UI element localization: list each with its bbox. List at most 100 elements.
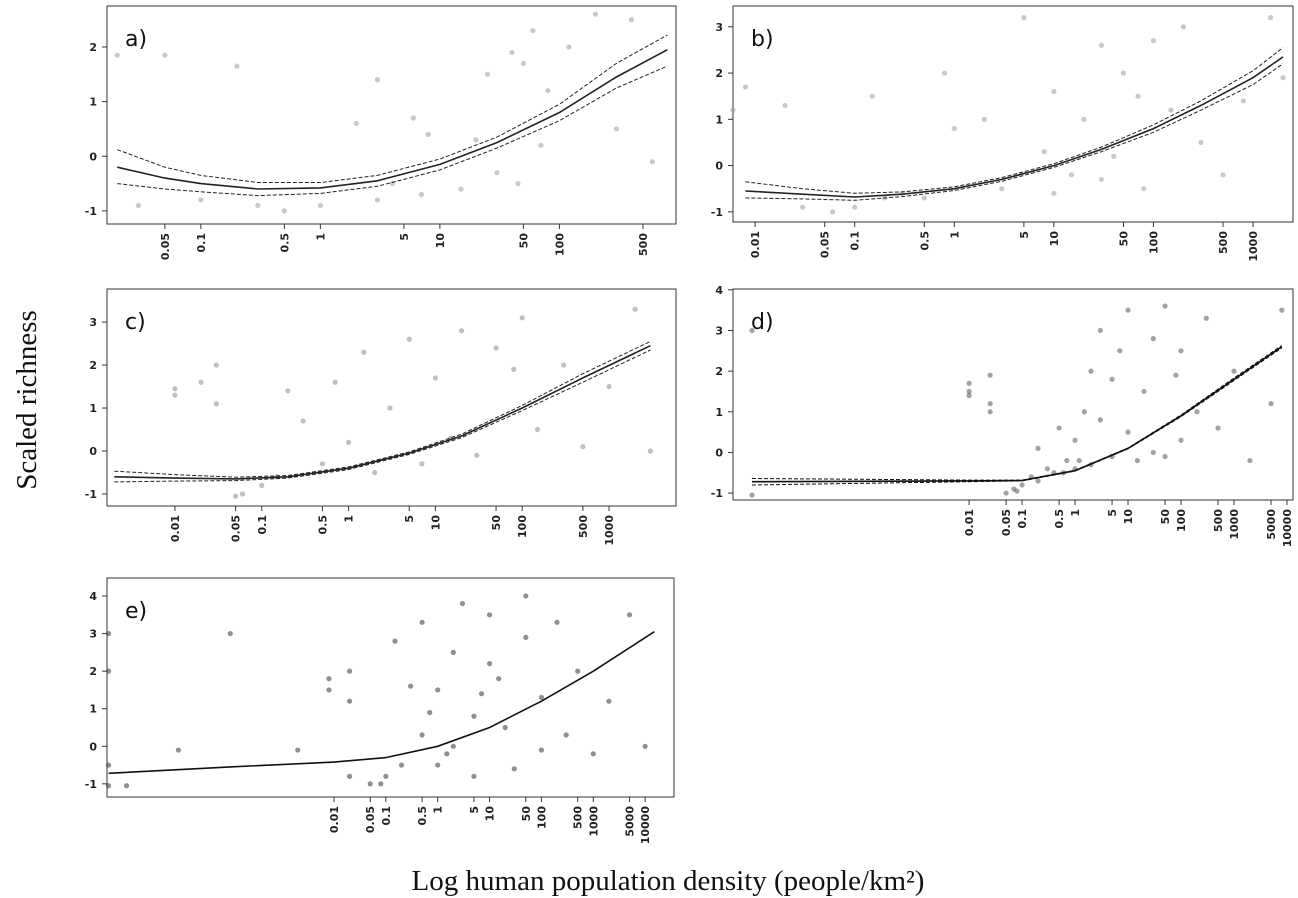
point [869, 93, 875, 99]
fit-line [108, 631, 655, 775]
point [749, 492, 755, 498]
point [406, 336, 412, 342]
point [592, 11, 598, 17]
point [554, 619, 560, 625]
point [561, 362, 567, 368]
x-tick-label: 5 [403, 515, 416, 523]
point [486, 661, 493, 667]
point [1268, 401, 1274, 407]
panel-label: d) [751, 310, 774, 335]
point [1072, 437, 1078, 443]
point [326, 687, 332, 693]
x-tick-label: 0.5 [278, 233, 291, 253]
point [1088, 368, 1094, 374]
x-tick-label: 0.5 [416, 806, 429, 826]
point [1194, 409, 1200, 415]
x-axis-label: Log human population density (people/km²… [412, 865, 925, 897]
point [1247, 457, 1253, 464]
x-tick-label: 10 [429, 515, 442, 531]
point [1035, 445, 1041, 451]
point [1051, 190, 1057, 196]
point [233, 493, 239, 499]
point [471, 713, 477, 719]
x-tick-label: 50 [1117, 231, 1130, 247]
x-tick-label: 5000 [624, 806, 637, 837]
point [1019, 482, 1025, 488]
x-tick-label: 1 [314, 233, 327, 241]
y-tick-label: -1 [85, 488, 97, 501]
x-tick-label: 0.01 [963, 509, 976, 536]
point [1081, 116, 1087, 122]
point [435, 687, 441, 693]
point [374, 77, 380, 83]
point [1141, 186, 1147, 192]
ci-upper [114, 340, 651, 478]
point [534, 426, 541, 433]
point [1098, 176, 1104, 183]
x-tick-label: 10 [434, 233, 447, 249]
y-tick-label: -1 [85, 205, 97, 218]
point [435, 762, 441, 768]
point [606, 383, 612, 390]
y-tick-label: -1 [711, 206, 723, 219]
point [1014, 488, 1020, 494]
ci-lower [751, 347, 1283, 486]
point [1051, 88, 1057, 95]
point [300, 418, 306, 424]
x-tick-label: 0.5 [1053, 509, 1066, 529]
point [509, 49, 515, 56]
y-tick-label: 4 [715, 284, 723, 297]
point [419, 461, 425, 467]
x-tick-label: 0.5 [316, 515, 329, 535]
x-tick-label: 0.05 [819, 231, 832, 258]
point [1220, 172, 1226, 178]
point [742, 84, 749, 90]
point [418, 191, 424, 198]
point [987, 409, 993, 415]
point [730, 107, 736, 113]
ci-upper [751, 345, 1283, 481]
point [346, 773, 353, 779]
point [383, 773, 389, 779]
ci-lower [745, 63, 1284, 201]
point [319, 461, 326, 467]
point [123, 783, 130, 789]
y-tick-label: 3 [89, 628, 97, 641]
point [410, 115, 416, 121]
point [444, 751, 450, 757]
point [649, 159, 656, 165]
point [346, 698, 353, 704]
point [987, 372, 993, 378]
y-tick-label: 1 [89, 402, 97, 415]
point [486, 612, 493, 618]
point [511, 366, 517, 372]
point [496, 676, 502, 682]
x-tick-label: 500 [1217, 231, 1230, 254]
point [999, 186, 1005, 192]
plot-frame [106, 288, 677, 507]
point [473, 137, 479, 143]
point [255, 202, 261, 209]
x-tick-label: 0.05 [159, 233, 172, 260]
point [1162, 303, 1168, 309]
point [829, 209, 836, 215]
point [1178, 348, 1184, 354]
panel-label: c) [125, 310, 146, 335]
y-tick-label: 2 [89, 359, 97, 372]
plot-frame [106, 577, 675, 798]
point [1081, 409, 1087, 415]
point [1150, 38, 1157, 44]
x-tick-label: 0.05 [1000, 509, 1013, 536]
x-tick-label: 1 [1069, 509, 1082, 517]
point [1064, 457, 1070, 464]
x-tick-label: 5 [1106, 509, 1119, 517]
point [1003, 490, 1009, 496]
point [213, 362, 219, 368]
point [234, 63, 240, 69]
point [474, 452, 480, 458]
x-tick-label: 0.5 [918, 231, 931, 251]
point [1120, 70, 1127, 76]
point [387, 405, 393, 411]
point [458, 186, 464, 192]
